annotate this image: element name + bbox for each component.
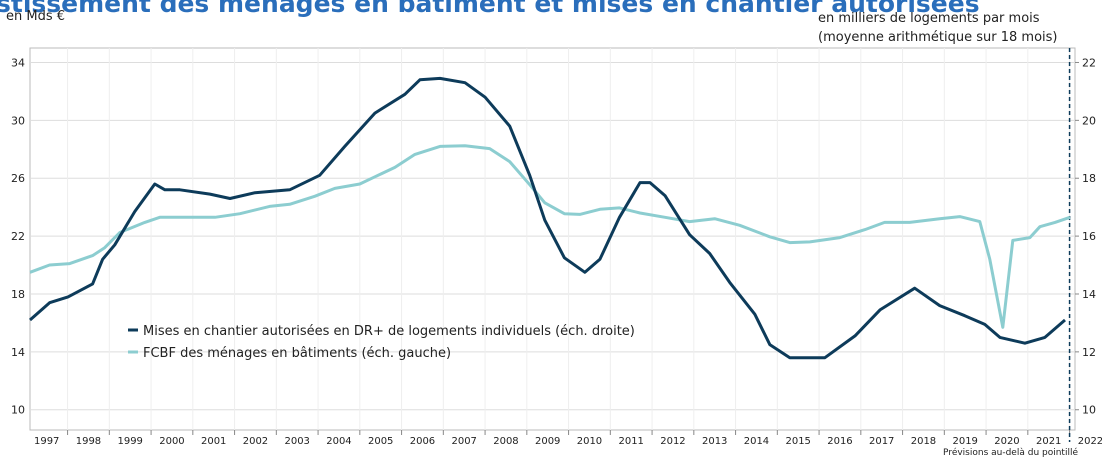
y-tick-label: 26 — [11, 172, 25, 185]
y2-axis-label: en milliers de logements par mois — [818, 11, 1040, 26]
y-tick-label: 34 — [11, 56, 25, 69]
x-tick-label: 2008 — [493, 436, 518, 447]
x-tick-label: 2019 — [952, 436, 977, 447]
y2-tick-label: 10 — [1082, 404, 1096, 417]
y-tick-label: 14 — [11, 346, 25, 359]
y-tick-label: 30 — [11, 114, 25, 127]
x-tick-label: 2002 — [243, 436, 268, 447]
y2-tick-label: 14 — [1082, 288, 1096, 301]
x-tick-label: 2016 — [827, 436, 852, 447]
y2-tick-label: 18 — [1082, 172, 1096, 185]
y-axis-label: en Mds € — [6, 9, 65, 24]
x-tick-label: 2006 — [410, 436, 435, 447]
x-tick-label: 2014 — [744, 436, 769, 447]
chart-title: stissement des ménages en bâtiment et mi… — [0, 0, 980, 18]
x-tick-label: 2003 — [284, 436, 309, 447]
x-tick-label: 2007 — [451, 436, 476, 447]
x-tick-label: 2022 — [1078, 436, 1102, 447]
x-tick-label: 2009 — [535, 436, 560, 447]
x-tick-label: 2004 — [326, 436, 351, 447]
note: Prévisions au-delà du pointillé — [943, 447, 1078, 458]
x-tick-label: 2012 — [660, 436, 685, 447]
x-tick-label: 2010 — [577, 436, 602, 447]
y-tick-label: 22 — [11, 230, 25, 243]
x-tick-label: 2013 — [702, 436, 727, 447]
x-tick-label: 2020 — [994, 436, 1019, 447]
x-tick-label: 1999 — [117, 436, 142, 447]
legend-label: Mises en chantier autorisées en DR+ de l… — [143, 324, 635, 339]
x-tick-label: 1997 — [34, 436, 59, 447]
x-tick-label: 2021 — [1036, 436, 1061, 447]
plot-frame — [29, 47, 1076, 431]
y-tick-label: 18 — [11, 288, 25, 301]
y2-tick-label: 20 — [1082, 114, 1096, 127]
x-tick-label: 1998 — [76, 436, 101, 447]
series-line — [29, 76, 1066, 360]
x-tick-label: 2011 — [618, 436, 643, 447]
y-tick-label: 10 — [11, 404, 25, 417]
x-tick-label: 2018 — [911, 436, 936, 447]
x-tick-label: 2001 — [201, 436, 226, 447]
x-tick-label: 2017 — [869, 436, 894, 447]
legend-label: FCBF des ménages en bâtiments (éch. gauc… — [143, 346, 451, 361]
y2-tick-label: 22 — [1082, 56, 1096, 69]
series-line — [29, 144, 1071, 329]
x-tick-label: 2000 — [159, 436, 184, 447]
y2-tick-label: 12 — [1082, 346, 1096, 359]
x-tick-label: 2015 — [785, 436, 810, 447]
y2-tick-label: 16 — [1082, 230, 1096, 243]
y2-axis-label: (moyenne arithmétique sur 18 mois) — [818, 30, 1057, 45]
x-tick-label: 2005 — [368, 436, 393, 447]
